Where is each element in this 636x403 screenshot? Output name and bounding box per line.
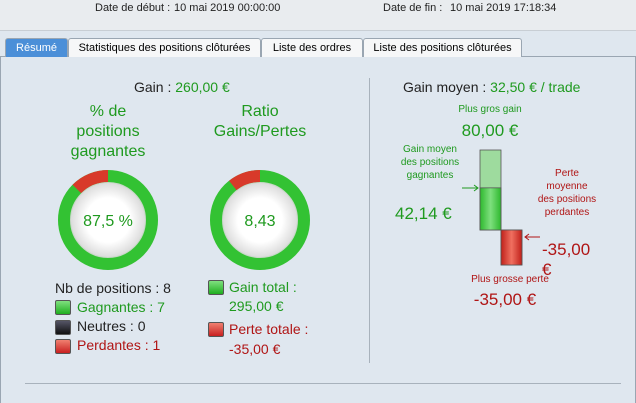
end-date: 10 mai 2019 17:18:34 [450,2,557,14]
start-date: 10 mai 2019 00:00:00 [174,2,281,14]
loss-total-label: Perte totale : [229,321,309,337]
avg-label: Gain moyen : [403,79,487,95]
ring-center [71,183,145,257]
divider [369,78,370,363]
tab[interactable]: Statistiques des positions clôturées [68,38,261,57]
tab[interactable]: Liste des ordres [261,38,363,57]
legend-swatch [55,339,71,354]
ring-label: 8,43 [244,213,275,230]
legend-swatch [208,322,224,337]
gain-label: Gain : [134,79,172,95]
positions-winning: Gagnantes : 7 [77,299,165,315]
ratio-title: Ratio Gains/Pertes [213,103,307,140]
tab[interactable]: Liste des positions clôturées [363,38,522,57]
bar-avg-loss [500,229,523,266]
gain-total-label: Gain total : [229,279,297,295]
ring-loss [58,170,158,270]
positions-total: Nb de positions : 8 [55,280,171,296]
avg-value: 32,50 € / trade [490,79,581,95]
positions-losing: Perdantes : 1 [77,337,161,353]
gain-value: 260,00 € [175,79,230,95]
positions-neutral: Neutres : 0 [77,318,146,334]
legend-swatch [208,280,224,295]
ring-label: 87,5 % [83,213,133,230]
bar-avg-gain [479,187,502,231]
start-label: Date de début : [95,2,171,14]
header-bar [0,0,636,31]
legend-swatch [55,320,71,335]
avg-loss-value: -35,00 € [542,240,591,279]
avg-gain-value: 42,14 € [395,204,452,223]
loss-total-value: -35,00 € [229,341,281,357]
max-gain-label: Plus gros gain [458,104,522,115]
max-loss-label: Plus grosse perte [471,274,549,285]
max-loss-value: -35,00 € [473,290,537,309]
divider [25,383,621,384]
tab[interactable]: Résumé [5,38,68,57]
gain-total-value: 295,00 € [229,298,284,314]
max-gain-value: 80,00 € [461,121,519,140]
ring-center [223,183,297,257]
legend-swatch [55,300,71,315]
avg-gain-label: Gain moyen des positions gagnantes [400,144,460,181]
win-rate-title: % de positions gagnantes [70,103,146,160]
ring-loss [210,170,310,270]
arrow [524,233,530,241]
avg-loss-label: Perte moyenne des positions perdantes [537,168,597,218]
end-label: Date de fin : [383,2,443,14]
arrow [473,184,479,192]
